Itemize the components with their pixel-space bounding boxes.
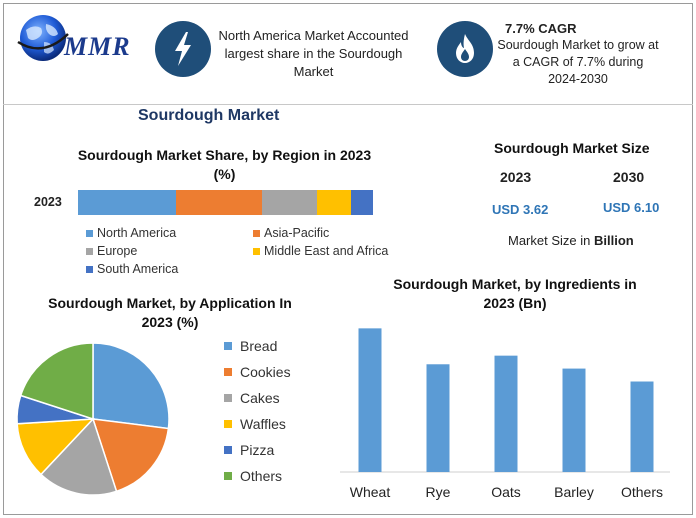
legend-swatch [86,247,93,255]
legend-swatch [86,229,93,237]
market-size-unit-bold: Billion [593,233,634,248]
lightning-icon [175,32,191,66]
legend-swatch [253,229,260,237]
legend-label: Pizza [240,442,275,458]
application-legend-item-waffles: Waffles [224,416,286,432]
lightning-badge [155,21,211,77]
flame-icon [456,34,474,63]
ingredients-chart-title: Sourdough Market, by Ingredients in 2023… [393,276,637,311]
ingredient-tick-label-oats: Oats [491,484,521,500]
logo-text: MMR [64,32,131,61]
pie-slice-cookies [91,418,170,493]
ingredient-tick-label-rye: Rye [425,484,451,500]
region-category-label: 2023 [34,195,62,209]
market-size-unit: Market Size in Billion [508,233,634,248]
region-legend: North America Asia-Pacific Europe Middle Ea… [86,226,406,280]
ingredient-bar-oats [494,355,518,472]
application-pie-chart [16,342,170,496]
legend-swatch [224,420,232,428]
pie-slice-others [19,342,94,421]
region-legend-item-north-america: North America [86,226,176,240]
ingredient-bar-others [630,381,654,472]
ingredients-bar-chart [340,328,670,473]
legend-swatch [224,394,232,402]
region-legend-item-asia-pacific: Asia-Pacific [253,226,329,240]
ingredient-bar-rye [426,364,450,472]
application-chart-title: Sourdough Market, by Application In 2023… [48,295,292,330]
region-bar-segment-south-america [351,190,373,215]
ingredient-bar-wheat [358,328,382,472]
cagr-note: Sourdough Market to grow at a CAGR of 7.… [497,38,659,86]
region-stacked-bar [78,190,385,215]
ingredient-tick-label-others: Others [620,484,663,500]
ingredient-bar-barley [562,368,586,472]
cagr-title: 7.7% CAGR [505,21,577,36]
region-bar-segment-asia-pacific [176,190,263,215]
region-bar-segment-north-america [78,190,177,215]
legend-swatch [224,446,232,454]
region-legend-item-europe: Europe [86,244,137,258]
ingredient-tick-label-wheat: Wheat [349,484,391,500]
application-legend-item-bread: Bread [224,338,277,354]
legend-label: North America [97,226,177,240]
region-bar-segment-middle-east-and-africa [317,190,352,215]
legend-label: Cookies [240,364,291,380]
region-bar-segment-europe [262,190,318,215]
region-chart-title: Sourdough Market Share, by Region in 202… [77,147,372,182]
header-divider [3,104,693,105]
application-legend-item-cakes: Cakes [224,390,280,406]
application-legend-item-cookies: Cookies [224,364,291,380]
legend-label: South America [97,262,179,276]
legend-label: Cakes [240,390,280,406]
market-size-year-2023: 2023 [500,169,532,185]
legend-label: Bread [240,338,278,354]
legend-label: Middle East and Africa [264,244,389,258]
market-size-value-2023: USD 3.62 [492,202,549,217]
page-title: Sourdough Market [138,107,280,124]
legend-swatch [253,247,260,255]
pie-slice-bread [92,342,170,430]
market-size-title: Sourdough Market Size [494,140,650,156]
application-legend-item-others: Others [224,468,282,484]
pie-slice-cakes [39,417,118,496]
region-legend-item-middle-east-and-africa: Middle East and Africa [253,244,388,258]
legend-label: Europe [97,244,138,258]
legend-label: Waffles [240,416,286,432]
application-legend: Bread Cookies Cakes Waffles Pizza Others [224,338,334,494]
region-legend-item-south-america: South America [86,262,178,276]
legend-swatch [224,368,232,376]
legend-swatch [224,342,232,350]
ingredient-tick-label-barley: Barley [554,484,594,500]
market-size-value-2030: USD 6.10 [603,200,660,215]
market-size-year-2030: 2030 [613,169,645,185]
legend-swatch [86,265,93,273]
legend-label: Others [240,468,283,484]
flame-badge [437,21,493,77]
legend-swatch [224,472,232,480]
north-america-note: North America Market Accounted largest s… [218,28,409,79]
ingredients-category-labels: Wheat Rye Oats Barley Others [340,484,680,504]
market-size-unit-prefix: Market Size in [508,233,594,248]
legend-label: Asia-Pacific [264,226,330,240]
globe-icon [17,15,69,61]
application-legend-item-pizza: Pizza [224,442,274,458]
logo: MMR [14,12,144,64]
